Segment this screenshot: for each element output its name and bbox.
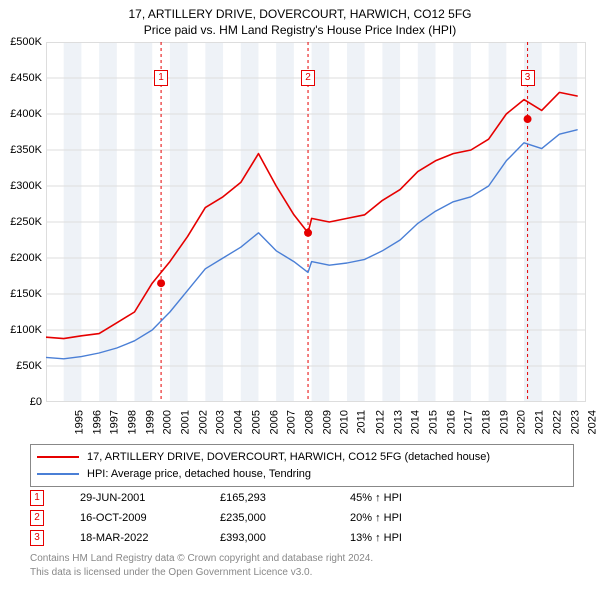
event-date: 16-OCT-2009	[80, 512, 220, 524]
x-tick-label: 2023	[569, 410, 581, 434]
x-tick-label: 2004	[233, 410, 245, 434]
x-tick-label: 1997	[109, 410, 121, 434]
chart-plot-area: £0£50K£100K£150K£200K£250K£300K£350K£400…	[46, 42, 586, 402]
x-tick-label: 2011	[356, 410, 368, 434]
x-tick-label: 2018	[481, 410, 493, 434]
event-price: £235,000	[220, 512, 350, 524]
x-tick-label: 2001	[180, 410, 192, 434]
y-tick-label: £200K	[10, 252, 42, 264]
title-line-1: 17, ARTILLERY DRIVE, DOVERCOURT, HARWICH…	[0, 6, 600, 22]
x-tick-label: 2002	[197, 410, 209, 434]
y-tick-label: £300K	[10, 180, 42, 192]
event-price: £165,293	[220, 492, 350, 504]
x-tick-label: 2016	[445, 410, 457, 434]
events-table: 1 29-JUN-2001£165,29345% ↑ HPI 2 16-OCT-200…	[30, 488, 574, 548]
x-tick-label: 1996	[91, 410, 103, 434]
chart-svg	[46, 42, 586, 402]
footer-line-1: Contains HM Land Registry data © Crown c…	[30, 552, 373, 566]
event-row-marker: 1	[30, 490, 44, 506]
event-date: 18-MAR-2022	[80, 532, 220, 544]
event-date: 29-JUN-2001	[80, 492, 220, 504]
x-tick-label: 2010	[339, 410, 351, 434]
x-tick-label: 2022	[551, 410, 563, 434]
y-tick-label: £0	[30, 396, 42, 408]
title-line-2: Price paid vs. HM Land Registry's House …	[0, 22, 600, 38]
event-row-marker: 2	[30, 510, 44, 526]
event-row: 1 29-JUN-2001£165,29345% ↑ HPI	[30, 488, 574, 508]
y-tick-label: £400K	[10, 108, 42, 120]
legend-label: HPI: Average price, detached house, Tend…	[87, 466, 311, 483]
legend-swatch	[37, 473, 79, 475]
y-tick-label: £50K	[16, 360, 42, 372]
footer: Contains HM Land Registry data © Crown c…	[30, 552, 373, 579]
y-tick-label: £100K	[10, 324, 42, 336]
x-tick-label: 2015	[427, 410, 439, 434]
event-marker-box: 3	[521, 70, 535, 86]
x-tick-label: 2013	[392, 410, 404, 434]
y-tick-label: £450K	[10, 72, 42, 84]
event-marker-box: 1	[154, 70, 168, 86]
footer-line-2: This data is licensed under the Open Gov…	[30, 566, 373, 580]
event-pct: 20% ↑ HPI	[350, 512, 470, 524]
x-tick-label: 2000	[162, 410, 174, 434]
event-row-marker: 3	[30, 530, 44, 546]
y-tick-label: £500K	[10, 36, 42, 48]
title-block: 17, ARTILLERY DRIVE, DOVERCOURT, HARWICH…	[0, 0, 600, 38]
x-tick-label: 1999	[144, 410, 156, 434]
x-tick-label: 2005	[250, 410, 262, 434]
x-tick-label: 2003	[215, 410, 227, 434]
legend-item: 17, ARTILLERY DRIVE, DOVERCOURT, HARWICH…	[37, 449, 567, 466]
x-tick-label: 2019	[498, 410, 510, 434]
legend-label: 17, ARTILLERY DRIVE, DOVERCOURT, HARWICH…	[87, 449, 490, 466]
y-tick-label: £250K	[10, 216, 42, 228]
x-tick-label: 2007	[286, 410, 298, 434]
x-tick-label: 2024	[587, 410, 599, 434]
y-tick-label: £350K	[10, 144, 42, 156]
legend: 17, ARTILLERY DRIVE, DOVERCOURT, HARWICH…	[30, 444, 574, 487]
x-tick-label: 2014	[410, 410, 422, 434]
x-tick-label: 2020	[516, 410, 528, 434]
event-pct: 45% ↑ HPI	[350, 492, 470, 504]
legend-item: HPI: Average price, detached house, Tend…	[37, 466, 567, 483]
chart-container: 17, ARTILLERY DRIVE, DOVERCOURT, HARWICH…	[0, 0, 600, 590]
event-row: 3 18-MAR-2022£393,00013% ↑ HPI	[30, 528, 574, 548]
y-tick-label: £150K	[10, 288, 42, 300]
event-pct: 13% ↑ HPI	[350, 532, 470, 544]
x-tick-label: 2021	[534, 410, 546, 434]
x-tick-label: 2009	[321, 410, 333, 434]
event-row: 2 16-OCT-2009£235,00020% ↑ HPI	[30, 508, 574, 528]
x-tick-label: 2006	[268, 410, 280, 434]
event-marker-box: 2	[301, 70, 315, 86]
x-tick-label: 1998	[126, 410, 138, 434]
event-price: £393,000	[220, 532, 350, 544]
x-tick-label: 2008	[304, 410, 316, 434]
x-tick-label: 2012	[374, 410, 386, 434]
legend-swatch	[37, 456, 79, 458]
x-tick-label: 1995	[73, 410, 85, 434]
x-tick-label: 2017	[463, 410, 475, 434]
